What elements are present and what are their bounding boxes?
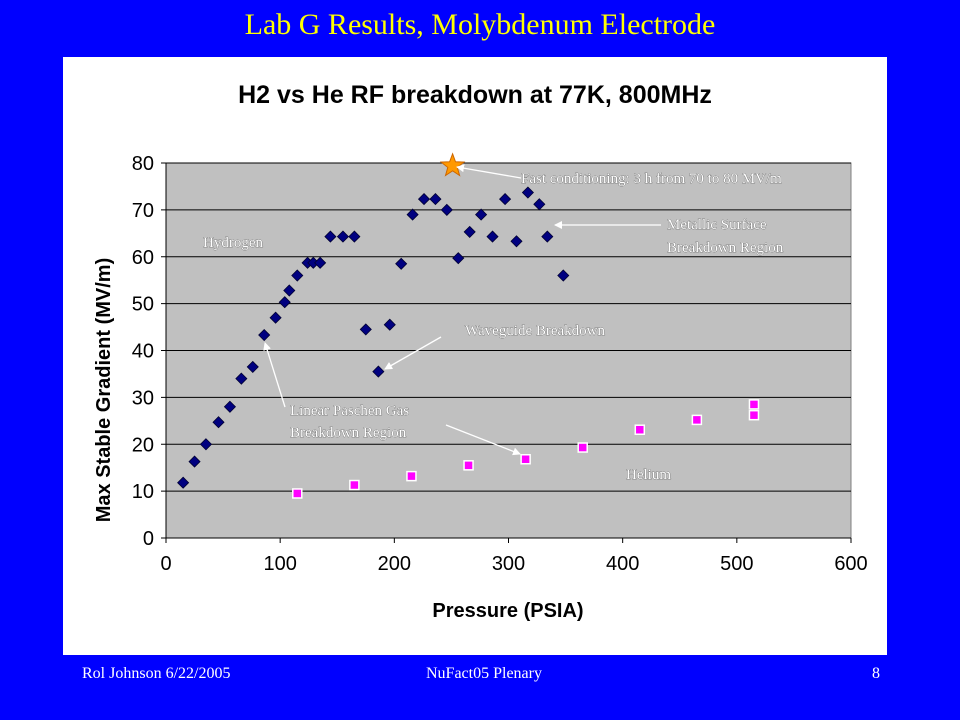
x-tick-label: 0 (160, 553, 171, 575)
hydrogen-point (533, 198, 546, 211)
y-tick-label: 40 (132, 341, 154, 363)
paschen-arrow-right (445, 424, 521, 456)
footer-page-number: 8 (872, 665, 880, 682)
hydrogen-point (417, 193, 431, 206)
fast-conditioning-star (439, 152, 466, 177)
metallic-label-line2: Breakdown Region (667, 240, 784, 256)
helium-point (748, 399, 760, 410)
y-tick-label: 20 (132, 434, 154, 456)
hydrogen-point (383, 318, 396, 331)
footer-author-date: Rol Johnson 6/22/2005 (82, 665, 231, 682)
hydrogen-point (269, 311, 282, 324)
x-tick-label: 400 (606, 553, 639, 575)
paschen-label-line2: Breakdown Region (290, 425, 407, 441)
helium-series (292, 399, 760, 499)
hydrogen-point (475, 208, 488, 221)
hydrogen-point (235, 372, 248, 385)
hydrogen-point (557, 269, 570, 282)
breakdown-chart: H2 vs He RF breakdown at 77K, 800MHz 0 10… (93, 81, 868, 622)
x-tick-label: 300 (492, 553, 525, 575)
fast-conditioning-label: Fast conditioning: 3 h from 70 to 80 MV/… (521, 171, 782, 187)
y-tick-label: 60 (132, 247, 154, 269)
x-axis-ticks: 0 100 200 300 400 500 600 (160, 538, 868, 575)
helium-point (520, 454, 531, 465)
hydrogen-point (359, 323, 372, 336)
hydrogen-point (521, 186, 534, 199)
hydrogen-point (314, 256, 327, 269)
y-tick-label: 0 (143, 528, 154, 550)
hydrogen-point (463, 225, 476, 238)
hydrogen-point (246, 360, 259, 373)
y-tick-label: 10 (132, 481, 154, 503)
x-tick-label: 500 (720, 553, 753, 575)
chart-panel: H2 vs He RF breakdown at 77K, 800MHz 0 10… (63, 57, 887, 655)
hydrogen-point (324, 230, 337, 243)
hydrogen-point (452, 252, 465, 265)
footer-event: NuFact05 Plenary (426, 665, 542, 682)
hydrogen-point (291, 269, 304, 282)
hydrogen-point (541, 230, 554, 243)
hydrogen-point (212, 416, 225, 429)
hydrogen-series (177, 186, 570, 489)
hydrogen-point (429, 193, 442, 206)
hydrogen-point (395, 257, 408, 270)
y-axis-label: Max Stable Gradient (MV/m) (93, 258, 115, 523)
hydrogen-point (348, 230, 361, 243)
hydrogen-point (336, 230, 350, 243)
hydrogen-point (223, 400, 236, 413)
slide-title: Lab G Results, Molybdenum Electrode (244, 8, 716, 41)
y-tick-label: 70 (132, 200, 154, 222)
paschen-arrow-left (263, 342, 286, 408)
x-tick-label: 100 (263, 553, 296, 575)
waveguide-label: Waveguide Breakdown (465, 323, 605, 339)
hydrogen-point (486, 230, 499, 243)
y-tick-label: 30 (132, 387, 154, 409)
helium-point (634, 424, 646, 435)
hydrogen-point (199, 438, 213, 451)
hydrogen-label: Hydrogen (203, 235, 263, 251)
helium-point (748, 409, 760, 421)
hydrogen-point (440, 203, 453, 216)
x-tick-label: 600 (834, 553, 867, 575)
waveguide-arrow (384, 336, 442, 370)
fast-conditioning-arrow (456, 164, 522, 179)
x-axis-label: Pressure (PSIA) (432, 600, 583, 622)
y-tick-label: 50 (132, 294, 154, 316)
hydrogen-point (406, 208, 419, 221)
helium-point (349, 479, 360, 491)
x-tick-label: 200 (378, 553, 411, 575)
metallic-label-line1: Metallic Surface (667, 217, 767, 233)
hydrogen-point (283, 284, 296, 297)
hydrogen-point (177, 476, 190, 489)
helium-label: Helium (626, 467, 671, 483)
hydrogen-point (499, 193, 512, 206)
y-axis-ticks: 0 10 20 30 40 50 60 70 80 (132, 153, 166, 550)
helium-point (577, 442, 588, 453)
hydrogen-point (258, 328, 271, 342)
helium-point (292, 488, 303, 499)
helium-point (463, 460, 474, 471)
hydrogen-point (188, 455, 201, 468)
helium-point (406, 470, 417, 482)
hydrogen-point (278, 296, 291, 309)
hydrogen-point (372, 365, 385, 378)
paschen-label-line1: Linear Paschen Gas (290, 403, 409, 419)
y-tick-label: 80 (132, 153, 154, 175)
chart-title: H2 vs He RF breakdown at 77K, 800MHz (238, 81, 712, 109)
star-marker (439, 152, 466, 177)
helium-point (691, 414, 703, 426)
hydrogen-point (510, 235, 523, 248)
